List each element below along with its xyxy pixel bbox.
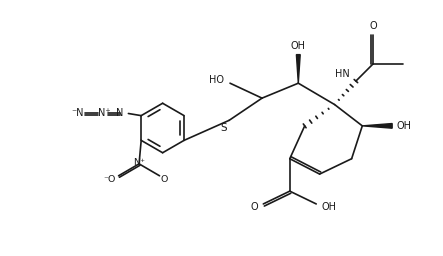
Text: HO: HO	[209, 75, 224, 85]
Polygon shape	[296, 55, 300, 83]
Text: N: N	[116, 108, 123, 118]
Text: ⁻N: ⁻N	[71, 108, 84, 118]
Text: O: O	[161, 175, 168, 184]
Text: HN: HN	[335, 69, 350, 79]
Polygon shape	[362, 124, 392, 128]
Text: N⁺: N⁺	[98, 108, 110, 118]
Text: O: O	[369, 22, 377, 31]
Text: OH: OH	[396, 121, 412, 131]
Text: N⁺: N⁺	[133, 158, 145, 167]
Text: O: O	[251, 202, 259, 212]
Text: ⁻O: ⁻O	[104, 175, 116, 184]
Text: S: S	[220, 123, 227, 133]
Text: OH: OH	[291, 41, 306, 51]
Text: OH: OH	[322, 202, 337, 212]
